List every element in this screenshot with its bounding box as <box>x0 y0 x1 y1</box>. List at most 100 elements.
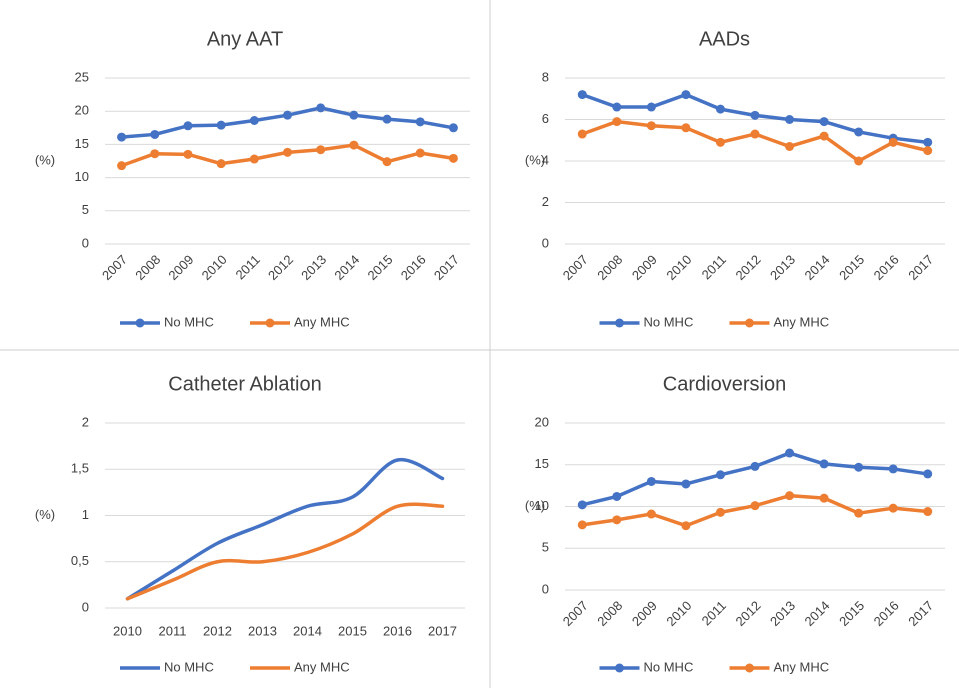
data-point <box>396 458 399 462</box>
y-tick-label: 8 <box>542 69 549 84</box>
chart-panel: Cardioversion (%) 0 5 10 15 20 2007 2008 2009 2010… <box>525 373 945 674</box>
data-point <box>681 521 691 531</box>
x-tick-label: 2008 <box>594 598 625 629</box>
y-tick-label: 1 <box>82 507 89 522</box>
x-tick-label: 2011 <box>699 252 729 282</box>
data-point <box>448 153 458 163</box>
data-point <box>183 121 193 131</box>
x-tick-label: 2013 <box>298 252 329 283</box>
data-point <box>351 532 354 536</box>
x-tick-label: 2011 <box>232 252 262 282</box>
data-point <box>306 551 309 554</box>
data-point <box>577 129 587 139</box>
y-tick-label: 6 <box>542 111 549 126</box>
data-point <box>117 161 127 171</box>
y-tick-label: 5 <box>82 202 89 217</box>
y-tick-label: 15 <box>75 136 89 151</box>
data-point <box>715 104 725 114</box>
data-point <box>351 495 354 499</box>
legend-label: Any MHC <box>774 659 830 674</box>
x-tick-label: 2010 <box>113 623 142 638</box>
y-tick-label: 20 <box>75 103 89 118</box>
x-tick-label: 2014 <box>293 623 322 638</box>
legend-label: No MHC <box>164 314 214 329</box>
legend-marker <box>135 318 145 328</box>
y-tick-label: 15 <box>535 456 549 471</box>
x-tick-label: 2009 <box>629 252 660 283</box>
chart-title: Catheter Ablation <box>168 373 321 395</box>
x-tick-label: 2014 <box>331 252 362 283</box>
data-point <box>854 127 864 137</box>
data-point <box>396 504 399 508</box>
data-point <box>888 503 898 513</box>
data-point <box>715 470 725 480</box>
y-tick-label: 0 <box>82 599 89 614</box>
data-point <box>171 578 174 582</box>
data-point <box>316 103 326 113</box>
series-line <box>125 502 445 601</box>
x-tick-label: 2007 <box>560 598 591 629</box>
data-point <box>819 493 829 503</box>
legend-label: Any MHC <box>774 314 830 329</box>
x-tick-label: 2012 <box>732 252 763 283</box>
series-line <box>580 451 930 507</box>
data-point <box>785 491 795 501</box>
data-point <box>646 476 656 486</box>
chart-title: AADs <box>699 28 750 50</box>
legend-label: Any MHC <box>294 659 350 674</box>
y-tick-label: 10 <box>75 169 89 184</box>
x-tick-label: 2017 <box>428 623 457 638</box>
y-tick-label: 10 <box>535 498 549 513</box>
data-point <box>681 479 691 489</box>
x-tick-label: 2008 <box>132 252 163 283</box>
x-tick-label: 2010 <box>663 252 694 283</box>
legend-marker <box>615 318 624 328</box>
data-point <box>750 461 760 471</box>
x-tick-label: 2017 <box>905 252 936 283</box>
x-tick-label: 2015 <box>338 623 367 638</box>
x-tick-label: 2013 <box>248 623 277 638</box>
x-tick-label: 2015 <box>836 252 867 283</box>
y-tick-label: 0 <box>542 581 549 596</box>
data-point <box>888 137 898 147</box>
data-point <box>441 504 444 508</box>
data-point <box>646 102 656 112</box>
data-point <box>646 121 656 131</box>
data-point <box>261 560 264 564</box>
legend-marker <box>265 318 275 328</box>
data-point <box>117 132 127 142</box>
data-point <box>316 145 326 155</box>
data-point <box>750 501 760 511</box>
x-tick-label: 2012 <box>732 598 763 629</box>
x-tick-label: 2017 <box>905 598 936 629</box>
legend-marker <box>745 318 754 328</box>
data-point <box>646 509 656 519</box>
data-point <box>819 117 829 127</box>
data-point <box>785 448 795 458</box>
x-tick-label: 2013 <box>767 252 798 283</box>
series-line <box>125 458 445 601</box>
series-line <box>580 119 930 163</box>
y-axis-label: (%) <box>525 152 545 167</box>
data-point <box>216 159 226 169</box>
data-point <box>750 110 760 120</box>
data-point <box>715 507 725 517</box>
y-tick-label: 2 <box>82 414 89 429</box>
data-point <box>441 477 444 480</box>
data-point <box>415 117 425 127</box>
data-point <box>785 141 795 151</box>
y-axis-label: (%) <box>525 498 545 513</box>
data-point <box>819 459 829 469</box>
series-line <box>580 493 930 528</box>
data-point <box>249 154 259 164</box>
data-point <box>612 102 622 112</box>
data-point <box>888 464 898 474</box>
legend-label: No MHC <box>644 314 694 329</box>
y-tick-label: 0 <box>82 235 89 250</box>
data-point <box>854 156 864 166</box>
legend-label: No MHC <box>164 659 214 674</box>
x-tick-label: 2007 <box>560 252 591 283</box>
data-point <box>382 114 392 124</box>
data-point <box>283 147 292 157</box>
